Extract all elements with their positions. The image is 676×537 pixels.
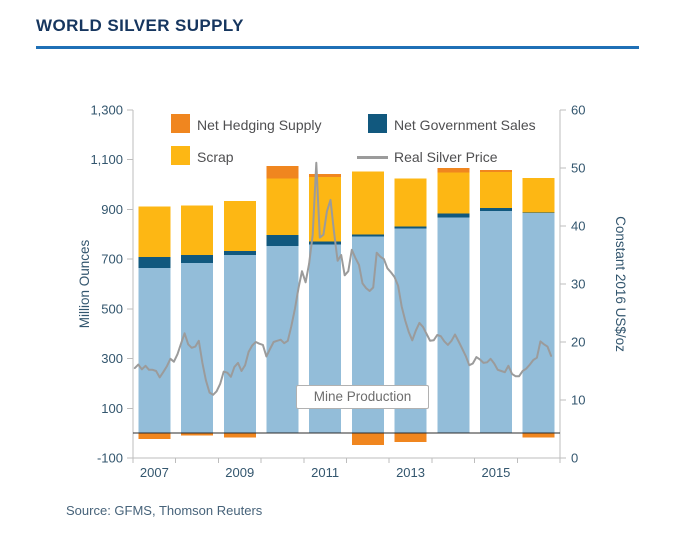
bar-segment [522, 177, 555, 213]
y-right-tick-label: 40 [571, 219, 585, 234]
bar-segment [479, 171, 512, 209]
axis-tick-labels: -100 100 300 500 700 900 1,100 1,300 0 10 20 30 40 50… [90, 103, 585, 481]
legend-label-net-hedging-supply: Net Hedging Supply [197, 117, 322, 133]
y-right-tick-label: 50 [571, 161, 585, 176]
marks [133, 161, 560, 434]
bar-segment [266, 165, 299, 179]
bar-segment [522, 212, 555, 214]
mine-production-annotation: Mine Production [296, 385, 429, 409]
legend-label-scrap: Scrap [197, 149, 234, 165]
title-rule [36, 46, 639, 49]
x-tick-label: 2009 [225, 465, 254, 480]
bar-segment [394, 433, 427, 442]
bar-segment [266, 178, 299, 236]
bar-segment [181, 205, 214, 256]
bar-segment [522, 433, 555, 438]
axes [127, 109, 566, 463]
bar-segment [181, 262, 214, 434]
bar-segment [437, 217, 470, 434]
legend-label-net-government-sales: Net Government Sales [394, 117, 536, 133]
bar-segment [266, 235, 299, 246]
bar-segment [394, 178, 427, 227]
bar-segment [223, 254, 256, 434]
y-left-tick-label: 1,300 [90, 103, 123, 118]
bar-segment [479, 169, 512, 172]
y-left-tick-label: 500 [101, 301, 123, 316]
x-tick-label: 2015 [481, 465, 510, 480]
bar-segment [181, 433, 214, 436]
left-axis-title: Million Ounces [77, 239, 92, 328]
bar-segment [223, 433, 256, 438]
bar-segment [309, 174, 342, 178]
y-right-tick-label: 10 [571, 393, 585, 408]
bar-segment [309, 241, 342, 245]
page-title: WORLD SILVER SUPPLY [36, 16, 244, 35]
bar-segment [181, 255, 214, 263]
legend-swatch-net-government-sales [368, 114, 387, 133]
bar-segment [522, 212, 555, 434]
y-left-tick-label: 700 [101, 252, 123, 267]
bar-segment [479, 211, 512, 434]
bar-segment [138, 257, 171, 268]
bar-segment [351, 171, 384, 235]
legend-swatch-net-hedging-supply [171, 114, 190, 133]
legend-label-real-silver-price: Real Silver Price [394, 149, 498, 165]
y-right-tick-label: 60 [571, 103, 585, 118]
bar-segment [351, 433, 384, 445]
bar-segment [437, 213, 470, 218]
bar-segment [351, 234, 384, 237]
bar-segment [138, 433, 171, 440]
x-tick-label: 2013 [396, 465, 425, 480]
right-axis-title: Constant 2016 US$/oz [613, 216, 628, 352]
y-right-tick-label: 30 [571, 277, 585, 292]
y-right-tick-label: 0 [571, 451, 578, 466]
bar-segment [138, 206, 171, 258]
chart-layers: -100 100 300 500 700 900 1,100 1,300 0 10 20 30 40 50… [90, 103, 585, 481]
legend-swatch-scrap [171, 146, 190, 165]
bar-segment [479, 208, 512, 212]
bar-segment [437, 172, 470, 214]
source-note: Source: GFMS, Thomson Reuters [66, 503, 263, 518]
bar-segment [394, 226, 427, 229]
y-left-tick-label: -100 [97, 451, 123, 466]
y-right-tick-label: 20 [571, 335, 585, 350]
y-left-tick-label: 100 [101, 401, 123, 416]
x-tick-label: 2011 [311, 465, 339, 480]
x-tick-label: 2007 [140, 465, 169, 480]
bar-segment [437, 168, 470, 173]
legend-line-real-silver-price [357, 156, 388, 159]
bars [138, 165, 555, 445]
y-left-tick-label: 900 [101, 202, 123, 217]
y-left-tick-label: 1,100 [90, 152, 123, 167]
bar-segment [223, 201, 256, 251]
real-silver-price-line [133, 161, 553, 396]
bar-segment [266, 245, 299, 434]
bar-segment [223, 250, 256, 255]
y-left-tick-label: 300 [101, 351, 123, 366]
bar-segment [138, 267, 171, 434]
